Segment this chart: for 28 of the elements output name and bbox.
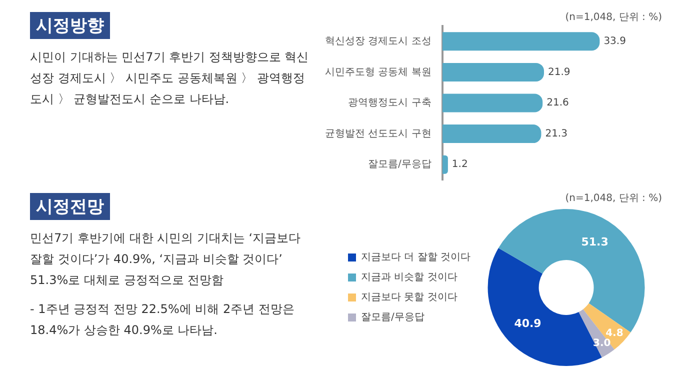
legend-label: 지금보다 더 잘할 것이다	[361, 252, 471, 264]
y-tick-label: 균형발전 선도도시 구현	[325, 128, 432, 140]
data-label: 21.3	[545, 128, 568, 140]
y-tick-label: 광역행정도시 구축	[348, 98, 432, 109]
chart-subtitle: (n=1,048, 단위 : %)	[565, 192, 662, 205]
bar	[442, 32, 600, 51]
legend-label: 지금보다 못할 것이다	[361, 292, 458, 304]
y-tick-label: 혁신성장 경제도시 조성	[325, 36, 432, 47]
data-label: 33.9	[604, 36, 626, 47]
data-label: 21.6	[546, 98, 569, 109]
chart-subtitle: (n=1,048, 단위 : %)	[565, 11, 662, 24]
bar	[442, 155, 448, 174]
text: - 1주년 긍정적 전망 22.5%에 비해 2주년 전망은 18.4%가 상승한 40.9%로 나타남.	[30, 301, 296, 339]
text: 시정방향	[30, 12, 110, 39]
text: 민선7기 후반기에 대한 시민의 기대치는 ‘지금보다 잘할 것이다’가 40.9%, ‘지금과 비슷할 것이다’ 51.3%로 대체로 긍정적으로 전망함	[30, 230, 302, 289]
text: 시정전망	[30, 193, 110, 220]
data-label: 21.9	[548, 66, 570, 78]
data-label: 40.9	[514, 316, 542, 330]
data-label: 4.8	[606, 328, 624, 339]
y-tick-label: 시민주도형 공동체 복원	[325, 66, 432, 78]
bar	[442, 94, 543, 112]
data-label: 51.3	[581, 236, 608, 249]
bar	[442, 62, 544, 82]
bar	[442, 124, 542, 144]
text: 시민이 기대하는 민선7기 후반기 정책방향으로 혁신성장 경제도시 〉 시민주도 공동체복원 〉 광역행정도시 〉 균형발전도시 순으로 나타남.	[30, 49, 310, 108]
data-label: 1.2	[452, 159, 468, 170]
legend-label: 지금과 비슷할 것이다	[361, 272, 458, 284]
y-tick-label: 잘모름/무응답	[368, 159, 432, 170]
